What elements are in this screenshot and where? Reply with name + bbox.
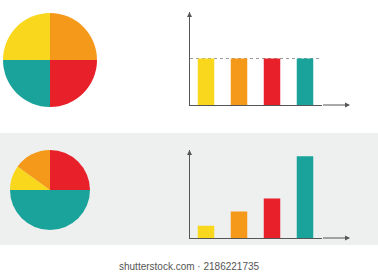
svg-text:shutterstock.com · 2186221735: shutterstock.com · 2186221735 — [119, 261, 260, 272]
